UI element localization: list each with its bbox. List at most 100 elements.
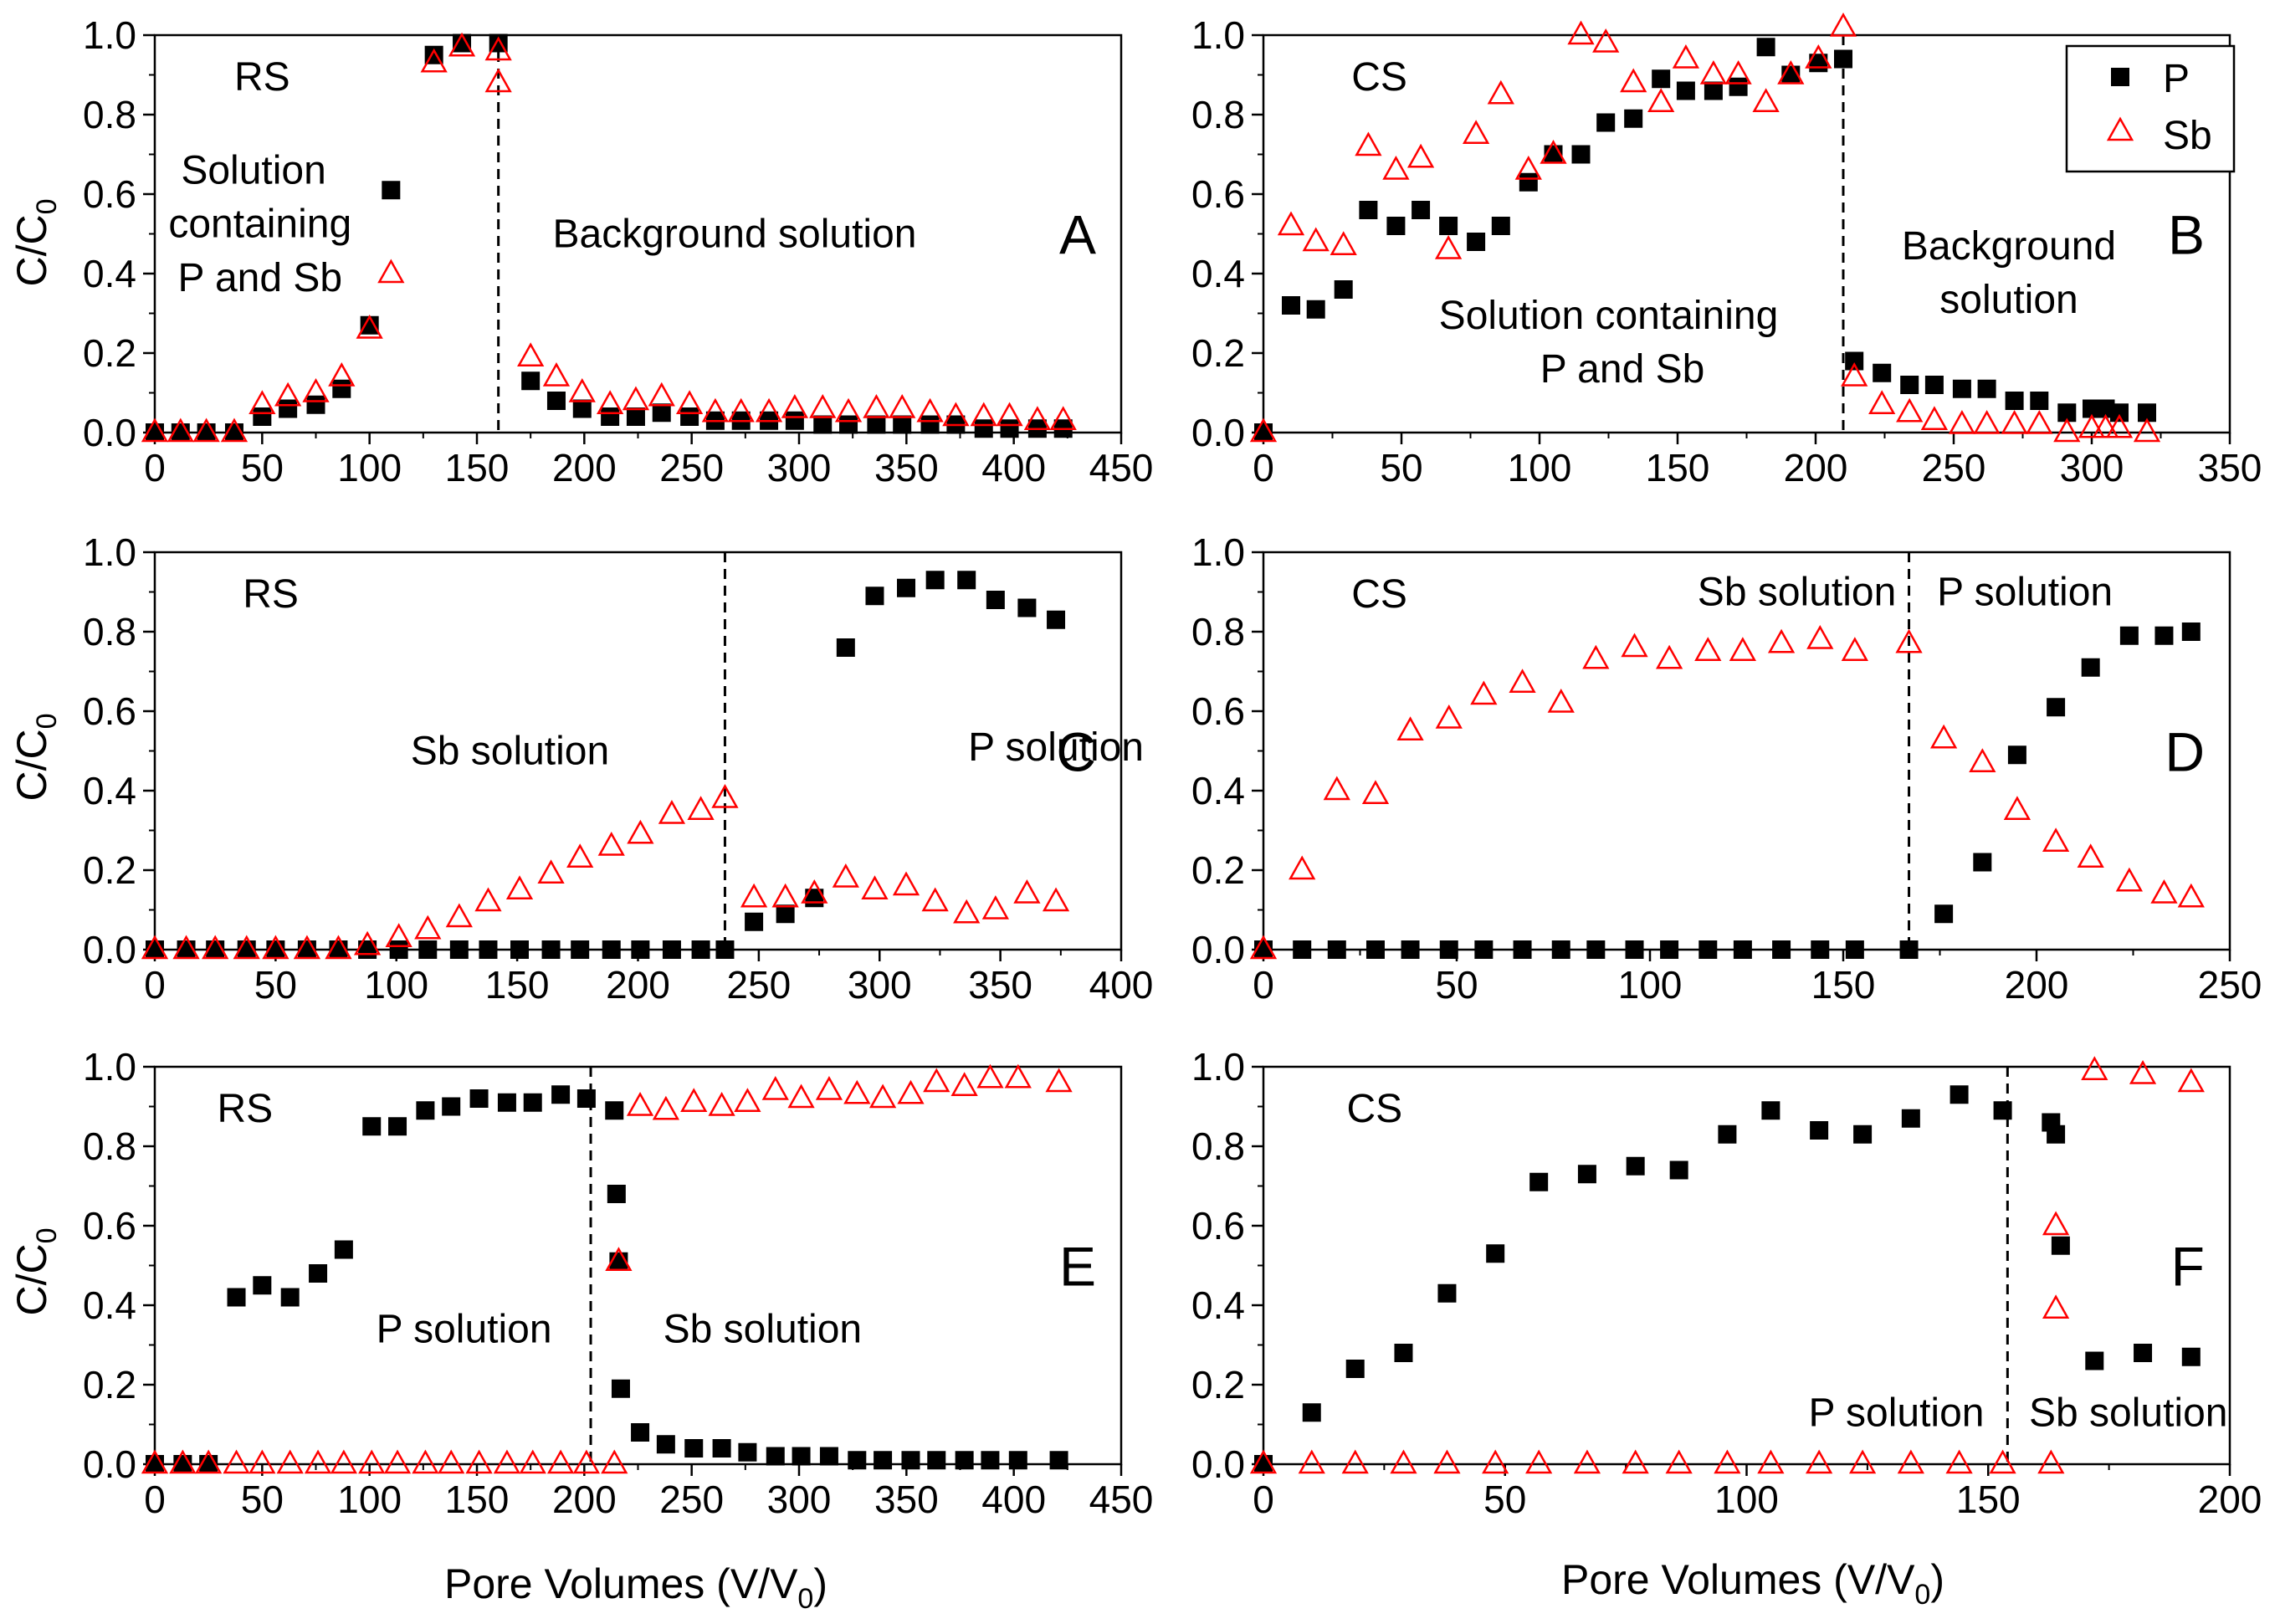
p-marker: [1519, 172, 1538, 192]
p-marker: [1973, 853, 1992, 872]
p-marker: [1586, 940, 1606, 959]
sb-marker: [302, 377, 330, 402]
y-tick-label: 0.2: [1191, 1363, 1245, 1406]
p-marker: [253, 407, 272, 426]
annotation-label: containing: [168, 202, 351, 247]
p-marker: [388, 1117, 407, 1136]
p-marker: [309, 1264, 328, 1283]
sb-marker: [484, 36, 512, 61]
x-tick-label: 0: [144, 1478, 166, 1521]
p-marker: [1901, 1109, 1920, 1128]
x-tick-label: 250: [659, 446, 724, 489]
sb-marker: [1434, 234, 1463, 259]
p-marker: [1394, 1344, 1413, 1362]
sb-marker: [868, 1084, 897, 1109]
sb-marker: [2150, 879, 2178, 904]
p-marker: [981, 1451, 1000, 1470]
y-tick-label: 0.0: [83, 1442, 136, 1486]
x-tick-label: 50: [241, 1478, 284, 1521]
p-marker: [362, 1117, 382, 1136]
sb-marker: [448, 32, 476, 57]
sb-marker: [1355, 131, 1382, 156]
sb-marker: [1621, 633, 1648, 658]
sb-marker: [304, 1449, 332, 1474]
series-sb: [141, 783, 1070, 960]
p-marker: [848, 1451, 867, 1470]
p-marker: [927, 1451, 946, 1470]
p-marker: [1047, 610, 1066, 629]
p-marker: [541, 940, 561, 959]
x-tick-label: 150: [485, 963, 550, 1007]
sb-marker: [648, 382, 675, 407]
sb-marker: [1302, 227, 1330, 252]
p-marker: [1345, 1360, 1365, 1378]
sb-marker: [2001, 409, 2028, 434]
y-tick-label: 0.6: [83, 1204, 136, 1247]
p-marker: [712, 1439, 731, 1458]
sb-marker: [1298, 1449, 1325, 1474]
p-marker: [1577, 1165, 1596, 1184]
y-tick-label: 0.2: [83, 1363, 136, 1406]
sb-marker: [916, 397, 944, 423]
sb-marker: [1841, 637, 1868, 661]
legend-sb-marker: [2106, 116, 2134, 141]
p-marker: [1952, 379, 1971, 398]
p-marker: [1401, 940, 1420, 959]
x-tick-label: 0: [1253, 1478, 1274, 1521]
sb-marker: [1620, 68, 1647, 93]
sb-marker: [1665, 1449, 1693, 1474]
sb-marker: [832, 863, 859, 888]
sb-marker: [465, 1449, 493, 1474]
x-tick-label: 100: [337, 446, 402, 489]
sb-marker: [1433, 1449, 1461, 1474]
sb-marker: [353, 930, 382, 955]
p-marker: [955, 1451, 974, 1470]
annotation-label: RS: [234, 55, 290, 100]
sb-marker: [1406, 143, 1435, 168]
p-marker: [1008, 1451, 1027, 1470]
annotation-label: P solution: [1809, 1391, 1985, 1435]
sb-marker: [727, 397, 755, 423]
x-tick-label: 50: [241, 446, 284, 489]
sb-marker: [605, 1247, 633, 1271]
p-marker: [631, 940, 650, 959]
x-tick-label: 100: [1618, 963, 1683, 1007]
sb-marker: [658, 799, 686, 824]
sb-marker: [755, 397, 783, 423]
sb-marker: [1049, 406, 1077, 430]
p-marker: [1327, 940, 1346, 959]
sb-marker: [1841, 361, 1868, 387]
sb-marker: [1249, 935, 1278, 960]
x-tick-label: 150: [1811, 963, 1876, 1007]
sb-marker: [328, 361, 356, 387]
p-marker: [836, 638, 855, 657]
sb-marker: [356, 314, 383, 339]
p-marker: [2181, 622, 2201, 641]
p-marker: [1845, 351, 1864, 371]
p-marker: [1596, 113, 1616, 132]
p-marker: [1704, 81, 1723, 100]
p-marker: [867, 415, 886, 434]
p-marker: [715, 940, 735, 959]
p-marker: [1698, 940, 1718, 959]
sb-marker: [2042, 1294, 2070, 1319]
sb-marker: [1582, 644, 1610, 669]
sb-marker: [1470, 680, 1498, 705]
sb-marker: [262, 935, 289, 960]
p-marker: [813, 415, 833, 434]
y-tick-label: 0.0: [83, 928, 136, 971]
sb-marker: [1655, 644, 1683, 669]
x-tick-label: 200: [1784, 446, 1848, 489]
sb-marker: [2077, 843, 2104, 868]
sb-marker: [169, 1449, 197, 1474]
p-marker: [1626, 1156, 1645, 1176]
x-tick-label: 250: [727, 963, 792, 1007]
x-axis-title-text: Pore Volumes (V/V: [1561, 1556, 1915, 1603]
p-marker: [897, 578, 916, 597]
series-sb: [141, 32, 1077, 443]
p-marker: [611, 1379, 630, 1398]
sb-marker: [843, 1079, 871, 1104]
p-marker: [631, 1423, 650, 1442]
p-marker: [1624, 109, 1643, 128]
